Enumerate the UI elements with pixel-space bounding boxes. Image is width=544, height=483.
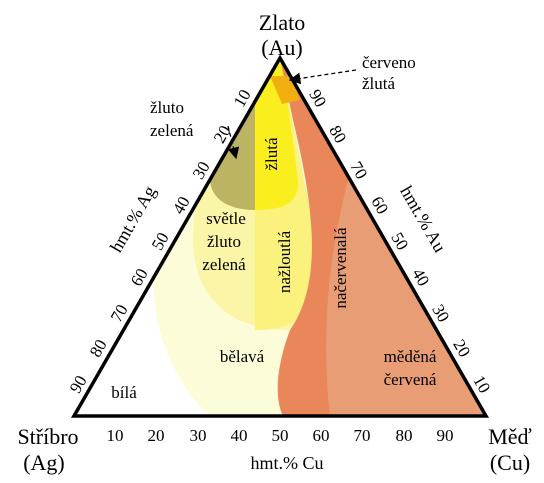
label-nacervenala: načervenalá bbox=[331, 227, 350, 309]
corner-right-name: Měď bbox=[488, 424, 532, 449]
corner-right-symbol: (Cu) bbox=[490, 450, 530, 475]
label-zluta: žlutá bbox=[262, 137, 281, 170]
label-belava: bělavá bbox=[220, 347, 265, 366]
label-svetle-line3: zelená bbox=[202, 255, 246, 274]
arrow-zluto-zelena bbox=[227, 125, 240, 160]
region-zluta bbox=[255, 60, 299, 210]
label-zluto-zelena-line2: zelená bbox=[150, 121, 194, 140]
corner-left-name: Stříbro bbox=[17, 424, 78, 449]
cu-tick-label: 10 bbox=[107, 426, 124, 445]
corner-top-name: Zlato bbox=[259, 10, 305, 35]
triangle-outline bbox=[70, 54, 490, 418]
label-cerveno-line2: žlutá bbox=[362, 74, 395, 93]
label-cerveno-line1: červeno bbox=[362, 53, 416, 72]
label-nazloutla: nažloutlá bbox=[275, 230, 294, 293]
label-bila: bílá bbox=[111, 383, 137, 402]
corner-left-symbol: (Ag) bbox=[23, 450, 65, 475]
cu-axis-title: hmt.% Cu bbox=[250, 453, 323, 473]
cu-tick-label: 30 bbox=[190, 426, 207, 445]
cu-tick-label: 20 bbox=[148, 426, 165, 445]
cu-tick-label: 40 bbox=[231, 426, 248, 445]
corner-top-symbol: (Au) bbox=[261, 35, 303, 60]
cu-tick-label: 50 bbox=[272, 426, 289, 445]
label-svetle-line1: světle bbox=[206, 209, 246, 228]
region-medena-cervena bbox=[326, 180, 486, 416]
label-medena-line1: měděná bbox=[384, 347, 437, 366]
label-medena-line2: červená bbox=[384, 370, 437, 389]
cu-tick-labels: 10 20 30 40 50 60 70 80 90 bbox=[107, 426, 454, 445]
cu-tick-label: 70 bbox=[354, 426, 371, 445]
label-svetle-line2: žluto bbox=[207, 232, 241, 251]
arrow-cerveno-zluta bbox=[288, 69, 357, 85]
cu-tick-label: 90 bbox=[437, 426, 454, 445]
label-zluto-zelena-line1: žluto bbox=[150, 98, 184, 117]
cu-tick-label: 60 bbox=[313, 426, 330, 445]
cu-tick-label: 80 bbox=[396, 426, 413, 445]
